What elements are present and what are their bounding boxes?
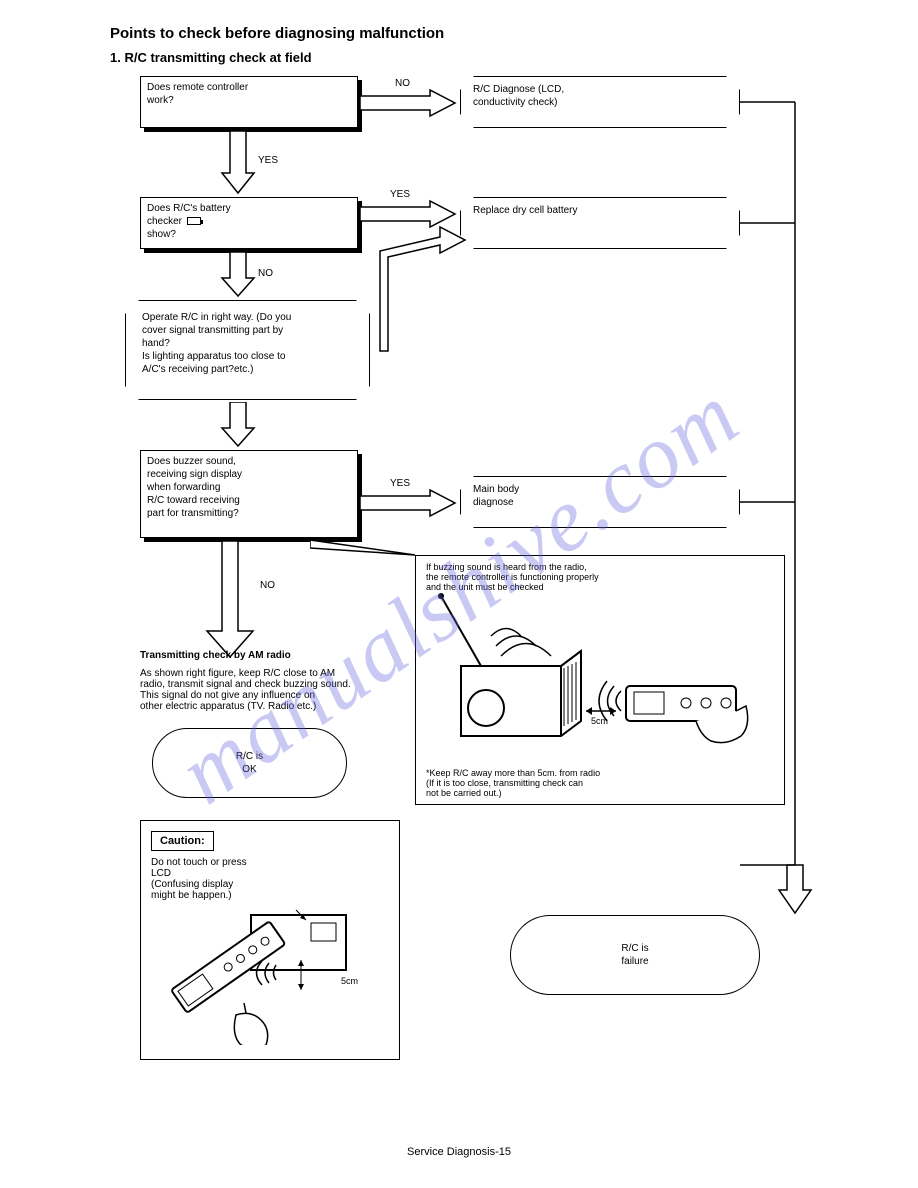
box2: Does R/C's battery checker show? (140, 197, 358, 249)
oct3-line1: Operate R/C in right way. (Do you (142, 311, 353, 324)
oct3: Operate R/C in right way. (Do you cover … (125, 300, 370, 400)
caution-distance: 5cm (341, 976, 358, 986)
box1-line1: Does remote controller (147, 81, 351, 94)
pill-ok-line1: R/C is (173, 750, 326, 763)
label-no-1: NO (395, 78, 410, 89)
radio-line1: If buzzing sound is heard from the radio… (426, 562, 774, 572)
box3-line1: Does buzzer sound, (147, 455, 351, 468)
radio-line5: (If it is too close, transmitting check … (426, 778, 774, 788)
oct4-line2: diagnose (473, 496, 727, 509)
pill-failure: R/C is failure (510, 915, 760, 995)
radio-check-text: As shown right figure, keep R/C close to… (140, 668, 420, 712)
oct4-line1: Main body (473, 483, 727, 496)
caution-line4: might be happen.) (151, 890, 389, 901)
label-yes-2: YES (390, 189, 410, 200)
radio-illustration: 5cm If buzzing sound is heard from the r… (415, 555, 785, 805)
oct1-line2: conductivity check) (473, 96, 727, 109)
radio-line4: *Keep R/C away more than 5cm. from radio (426, 768, 774, 778)
box3-line5: part for transmitting? (147, 507, 351, 520)
box3-line2: receiving sign display (147, 468, 351, 481)
radio-text-block2: *Keep R/C away more than 5cm. from radio… (426, 768, 774, 798)
pill-failure-line2: failure (531, 955, 739, 968)
caution-line3: (Confusing display (151, 879, 389, 890)
arrow-box1-oct1 (360, 88, 460, 118)
radio-text-block: If buzzing sound is heard from the radio… (426, 562, 774, 592)
box3: Does buzzer sound, receiving sign displa… (140, 450, 358, 538)
oct3-line2: cover signal transmitting part by (142, 324, 353, 337)
box2-line1: Does R/C's battery (147, 202, 351, 215)
label-no-2: NO (258, 268, 273, 279)
page-title: Points to check before diagnosing malfun… (110, 25, 444, 42)
radio-line6: not be carried out.) (426, 788, 774, 798)
radio-check-desc2: radio, transmit signal and check buzzing… (140, 679, 420, 690)
radio-check-desc3: This signal do not give any influence on (140, 690, 420, 701)
box3-line4: R/C toward receiving (147, 494, 351, 507)
box2-line2: checker (147, 216, 182, 227)
box1-line2: work? (147, 94, 351, 107)
battery-icon (187, 217, 201, 225)
arrow-box3-oct4 (360, 488, 460, 518)
oct3-line4: Is lighting apparatus too close to (142, 350, 353, 363)
label-no-3: NO (260, 580, 275, 591)
callout-tail (310, 540, 420, 570)
arrow-box2-oct3 (218, 252, 258, 298)
oct2-text: Replace dry cell battery (473, 204, 727, 217)
oct1-line1: R/C Diagnose (LCD, (473, 83, 727, 96)
section-title: 1. R/C transmitting check at field (110, 50, 312, 65)
radio-check-desc4: other electric apparatus (TV. Radio etc.… (140, 701, 420, 712)
radio-line3: and the unit must be checked (426, 582, 774, 592)
oct3-line5: A/C's receiving part?etc.) (142, 363, 353, 376)
label-yes-1: YES (258, 155, 278, 166)
radio-check-desc1: As shown right figure, keep R/C close to… (140, 668, 420, 679)
oct2: Replace dry cell battery (460, 197, 740, 249)
right-connector (740, 95, 820, 925)
pill-ok-line2: OK (173, 763, 326, 776)
page-number: Service Diagnosis-15 (407, 1146, 511, 1158)
caution-label: Caution: (151, 831, 214, 851)
arrow-box3-pillok (195, 541, 265, 661)
caution-svg (151, 905, 391, 1045)
radio-line2: the remote controller is functioning pro… (426, 572, 774, 582)
label-yes-3: YES (390, 478, 410, 489)
oct4: Main body diagnose (460, 476, 740, 528)
caution-line1: Do not touch or press (151, 857, 389, 868)
arrow-oct3-oct2 (372, 225, 472, 355)
radio-distance: 5cm (591, 716, 608, 726)
oct1: R/C Diagnose (LCD, conductivity check) (460, 76, 740, 128)
pill-ok: R/C is OK (152, 728, 347, 798)
arrow-oct3-box3 (218, 402, 258, 448)
page: manualshive.com Points to check before d… (0, 0, 918, 1188)
box2-line3: show? (147, 228, 351, 241)
caution-box: Caution: Do not touch or press LCD (Conf… (140, 820, 400, 1060)
radio-check-title: Transmitting check by AM radio (140, 650, 291, 661)
oct3-line3: hand? (142, 337, 353, 350)
box1: Does remote controller work? (140, 76, 358, 128)
box3-line3: when forwarding (147, 481, 351, 494)
arrow-box1-box2 (218, 131, 258, 197)
pill-failure-line1: R/C is (531, 942, 739, 955)
caution-line2: LCD (151, 868, 389, 879)
